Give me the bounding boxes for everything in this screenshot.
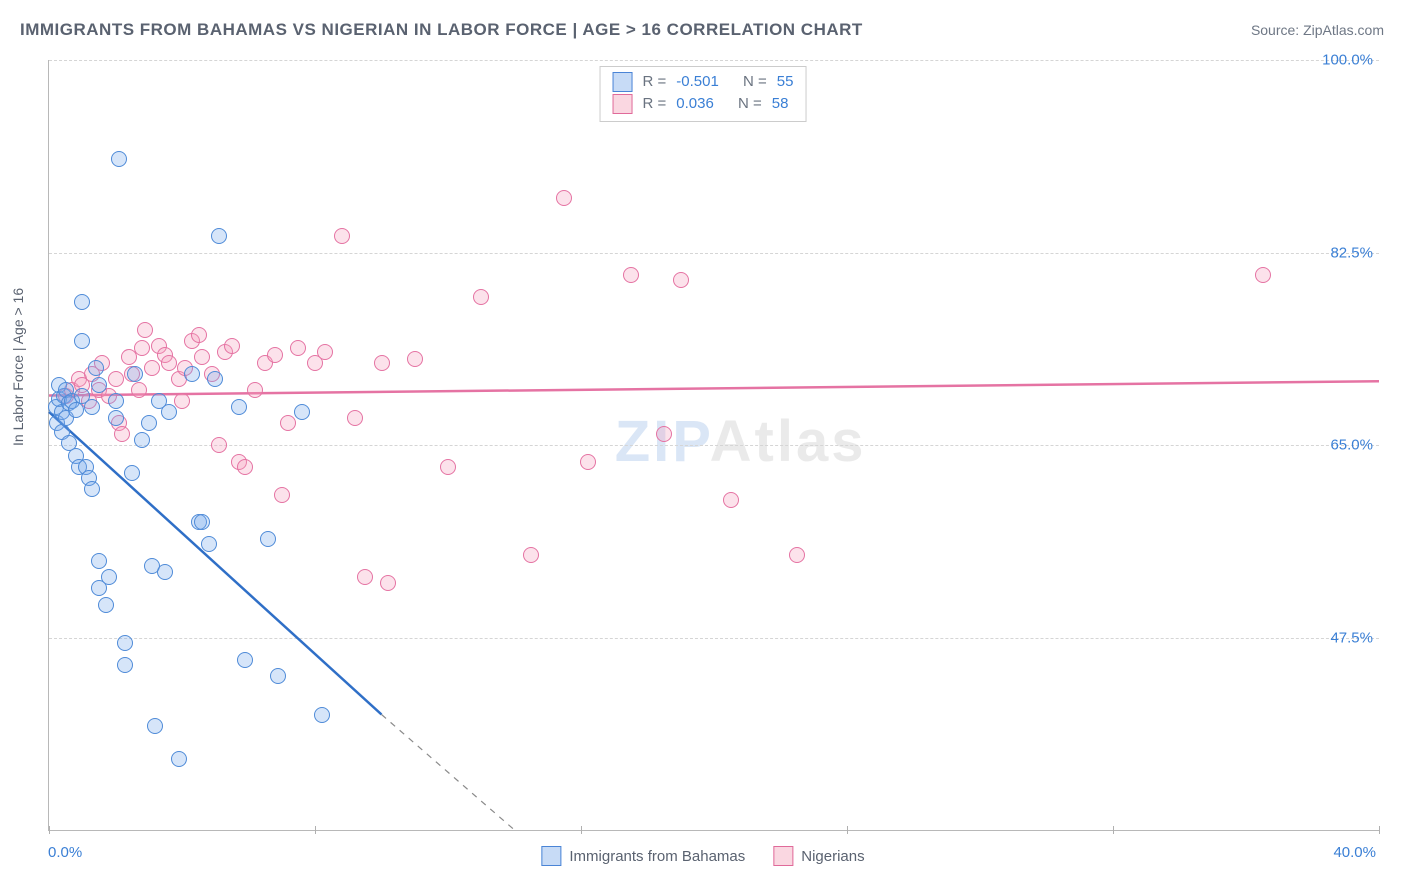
scatter-point-bahamas: [74, 333, 90, 349]
scatter-point-bahamas: [201, 536, 217, 552]
y-axis-label: In Labor Force | Age > 16: [10, 288, 26, 446]
scatter-point-bahamas: [270, 668, 286, 684]
swatch-blue-icon: [541, 846, 561, 866]
regression-lines: [49, 60, 1379, 830]
scatter-point-nigerians: [267, 347, 283, 363]
scatter-point-bahamas: [134, 432, 150, 448]
scatter-point-bahamas: [84, 399, 100, 415]
scatter-point-nigerians: [407, 351, 423, 367]
scatter-point-bahamas: [117, 657, 133, 673]
scatter-point-bahamas: [207, 371, 223, 387]
scatter-point-nigerians: [194, 349, 210, 365]
scatter-point-bahamas: [231, 399, 247, 415]
legend-item-bahamas: Immigrants from Bahamas: [541, 846, 745, 866]
x-axis-max-label: 40.0%: [1333, 844, 1376, 861]
R-value-a: -0.501: [676, 71, 719, 93]
N-label: N =: [743, 71, 767, 93]
scatter-point-nigerians: [191, 327, 207, 343]
R-value-b: 0.036: [676, 93, 714, 115]
scatter-point-nigerians: [161, 355, 177, 371]
scatter-point-nigerians: [440, 459, 456, 475]
scatter-point-bahamas: [127, 366, 143, 382]
scatter-point-bahamas: [111, 151, 127, 167]
swatch-pink-icon: [613, 94, 633, 114]
scatter-point-bahamas: [98, 597, 114, 613]
legend-label-nigerians: Nigerians: [801, 848, 864, 865]
scatter-point-bahamas: [91, 377, 107, 393]
scatter-point-bahamas: [108, 393, 124, 409]
x-axis-min-label: 0.0%: [48, 844, 82, 861]
scatter-point-nigerians: [473, 289, 489, 305]
scatter-point-nigerians: [357, 569, 373, 585]
scatter-point-bahamas: [294, 404, 310, 420]
N-label: N =: [738, 93, 762, 115]
scatter-point-nigerians: [723, 492, 739, 508]
scatter-point-bahamas: [68, 402, 84, 418]
N-value-a: 55: [777, 71, 794, 93]
scatter-point-nigerians: [556, 190, 572, 206]
scatter-point-nigerians: [274, 487, 290, 503]
legend-label-bahamas: Immigrants from Bahamas: [569, 848, 745, 865]
swatch-blue-icon: [613, 72, 633, 92]
scatter-point-nigerians: [211, 437, 227, 453]
scatter-point-nigerians: [789, 547, 805, 563]
chart-title: IMMIGRANTS FROM BAHAMAS VS NIGERIAN IN L…: [20, 20, 863, 40]
scatter-point-bahamas: [84, 481, 100, 497]
scatter-point-nigerians: [144, 360, 160, 376]
scatter-point-nigerians: [174, 393, 190, 409]
stats-legend-box: R = -0.501 N = 55 R = 0.036 N = 58: [600, 66, 807, 122]
scatter-point-nigerians: [317, 344, 333, 360]
scatter-point-bahamas: [314, 707, 330, 723]
scatter-point-bahamas: [141, 415, 157, 431]
R-label: R =: [643, 93, 667, 115]
scatter-point-bahamas: [117, 635, 133, 651]
scatter-point-nigerians: [580, 454, 596, 470]
legend-item-nigerians: Nigerians: [773, 846, 864, 866]
scatter-point-nigerians: [108, 371, 124, 387]
scatter-point-bahamas: [157, 564, 173, 580]
scatter-point-bahamas: [237, 652, 253, 668]
scatter-point-nigerians: [114, 426, 130, 442]
scatter-point-nigerians: [280, 415, 296, 431]
scatter-point-nigerians: [334, 228, 350, 244]
swatch-pink-icon: [773, 846, 793, 866]
N-value-b: 58: [772, 93, 789, 115]
scatter-point-bahamas: [124, 465, 140, 481]
scatter-point-bahamas: [108, 410, 124, 426]
scatter-point-nigerians: [137, 322, 153, 338]
scatter-point-bahamas: [101, 569, 117, 585]
scatter-point-nigerians: [673, 272, 689, 288]
scatter-point-nigerians: [523, 547, 539, 563]
scatter-point-bahamas: [88, 360, 104, 376]
scatter-point-bahamas: [147, 718, 163, 734]
scatter-point-nigerians: [1255, 267, 1271, 283]
regression-line-bahamas-dashed: [382, 715, 515, 831]
scatter-point-bahamas: [171, 751, 187, 767]
scatter-point-nigerians: [290, 340, 306, 356]
scatter-point-nigerians: [380, 575, 396, 591]
scatter-point-bahamas: [161, 404, 177, 420]
scatter-point-bahamas: [74, 294, 90, 310]
chart-plot-area: ZIPAtlas 47.5%65.0%82.5%100.0%: [48, 60, 1379, 831]
scatter-point-bahamas: [211, 228, 227, 244]
scatter-point-bahamas: [194, 514, 210, 530]
source-label: Source: ZipAtlas.com: [1251, 22, 1384, 38]
bottom-legend: Immigrants from Bahamas Nigerians: [541, 846, 864, 866]
scatter-point-bahamas: [91, 553, 107, 569]
scatter-point-nigerians: [134, 340, 150, 356]
scatter-point-bahamas: [184, 366, 200, 382]
scatter-point-nigerians: [131, 382, 147, 398]
scatter-point-nigerians: [224, 338, 240, 354]
scatter-point-nigerians: [374, 355, 390, 371]
scatter-point-nigerians: [623, 267, 639, 283]
scatter-point-nigerians: [247, 382, 263, 398]
scatter-point-nigerians: [656, 426, 672, 442]
stats-row-bahamas: R = -0.501 N = 55: [613, 71, 794, 93]
stats-row-nigerians: R = 0.036 N = 58: [613, 93, 794, 115]
scatter-point-nigerians: [347, 410, 363, 426]
x-tick: [1379, 826, 1380, 834]
R-label: R =: [643, 71, 667, 93]
scatter-point-nigerians: [237, 459, 253, 475]
scatter-point-bahamas: [260, 531, 276, 547]
